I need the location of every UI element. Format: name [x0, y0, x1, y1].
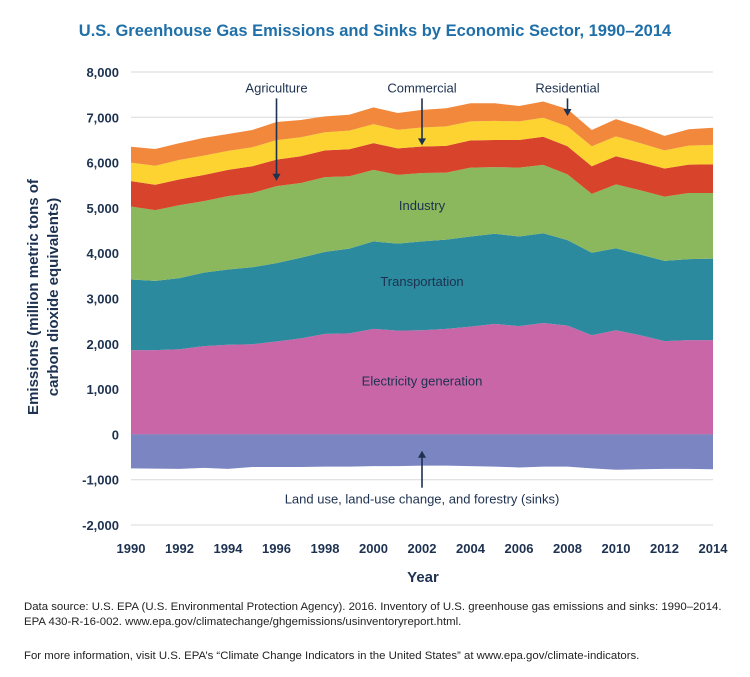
y-axis-label-line-2: carbon dioxide equivalents) [45, 198, 62, 396]
axis-ticks: 8,000 7,000 6,000 5,000 4,000 3,000 2,000 1,000… [82, 65, 728, 556]
electricity-generation-label: Electricity generation [362, 373, 483, 388]
x-tick-label: 1994 [214, 541, 244, 556]
y-tick-label: 2,000 [86, 337, 119, 352]
x-tick-label: 2002 [408, 541, 437, 556]
more-info-note: For more information, visit U.S. EPA’s “… [24, 650, 640, 662]
electricity-generation-area [131, 322, 713, 435]
x-tick-label: 2000 [359, 541, 388, 556]
y-tick-label: -1,000 [82, 473, 119, 488]
transportation-area [131, 233, 713, 351]
residential-area [131, 101, 713, 166]
x-tick-label: 2004 [456, 541, 486, 556]
transportation-label: Transportation [380, 274, 463, 289]
x-tick-label: 1996 [262, 541, 291, 556]
residential-label: Residential [535, 80, 599, 95]
residential-arrow-head [563, 108, 572, 116]
x-tick-label: 1990 [117, 541, 146, 556]
chart: U.S. Greenhouse Gas Emissions and Sinks … [25, 22, 728, 586]
agriculture-area [131, 136, 713, 211]
land-use-land-use-change-and-forestry-sinks-arrow-head [418, 450, 426, 458]
commercial-label: Commercial [387, 80, 456, 95]
x-tick-label: 2008 [553, 541, 582, 556]
annotations: Agriculture Commercial Residential Industry… [245, 80, 599, 506]
y-tick-label: 8,000 [86, 65, 119, 80]
y-tick-label: 7,000 [86, 110, 119, 125]
y-tick-label: 6,000 [86, 156, 119, 171]
x-tick-label: 2010 [602, 541, 631, 556]
y-tick-label: 4,000 [86, 246, 119, 261]
x-tick-label: 2012 [650, 541, 679, 556]
commercial-arrow-head [418, 138, 426, 146]
x-tick-label: 2006 [505, 541, 534, 556]
y-tick-label: -2,000 [82, 518, 119, 533]
y-tick-label: 3,000 [86, 292, 119, 307]
data-source-note: Data source: U.S. EPA (U.S. Environmenta… [24, 601, 722, 628]
y-axis-label-line-1: Emissions (million metric tons of [25, 178, 42, 415]
x-axis-label: Year [407, 569, 439, 586]
x-tick-label: 1998 [311, 541, 340, 556]
agriculture-arrow-head [272, 173, 281, 181]
y-tick-label: 1,000 [86, 382, 119, 397]
x-tick-label: 2014 [699, 541, 729, 556]
industry-label: Industry [399, 198, 446, 213]
agriculture-label: Agriculture [245, 80, 307, 95]
chart-title: U.S. Greenhouse Gas Emissions and Sinks … [79, 22, 672, 40]
industry-area [131, 164, 713, 281]
y-tick-label: 5,000 [86, 201, 119, 216]
y-tick-label: 0 [112, 427, 119, 442]
x-tick-label: 1992 [165, 541, 194, 556]
commercial-area [131, 117, 713, 185]
land-use-land-use-change-and-forestry-sinks-label: Land use, land-use change, and forestry … [285, 492, 560, 507]
